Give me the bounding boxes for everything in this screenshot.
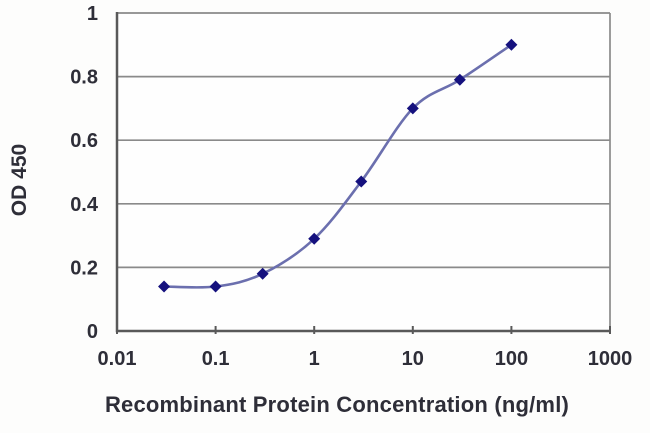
x-tick-label-0.01: 0.01: [98, 348, 137, 370]
data-point-marker-100: [505, 38, 518, 51]
y-axis-title: OD 450: [8, 143, 31, 217]
x-tick-label-100: 100: [495, 348, 528, 370]
x-tick-label-10: 10: [402, 348, 424, 370]
y-tick-label-1: 1: [87, 3, 98, 25]
y-tick-label-0.8: 0.8: [70, 67, 98, 89]
y-tick-label-0.2: 0.2: [70, 257, 98, 279]
y-tick-label-0.6: 0.6: [70, 130, 98, 152]
data-point-marker-3: [355, 175, 368, 188]
plot-area: [117, 13, 610, 331]
x-tick-label-1: 1: [309, 348, 320, 370]
data-point-marker-10: [406, 102, 419, 115]
data-point-marker-30: [453, 73, 466, 86]
data-point-marker-0.3: [256, 267, 269, 280]
data-point-marker-0.03: [158, 280, 171, 293]
x-axis-title: Recombinant Protein Concentration (ng/ml…: [104, 392, 570, 417]
y-tick-label-0.4: 0.4: [70, 194, 99, 216]
data-point-marker-1: [308, 232, 321, 245]
x-tick-label-0.1: 0.1: [202, 348, 230, 370]
data-point-marker-0.1: [209, 280, 222, 293]
y-tick-label-0: 0: [87, 321, 98, 343]
x-tick-label-1000: 1000: [588, 348, 633, 370]
series-line: [162, 43, 513, 289]
